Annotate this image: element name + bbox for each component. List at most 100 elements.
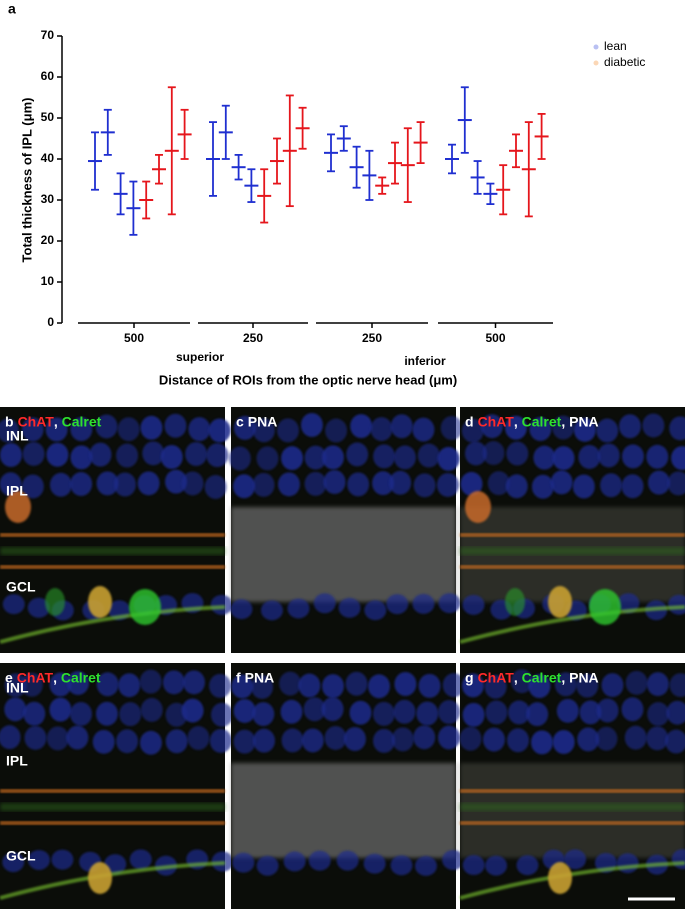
nucleus — [49, 472, 72, 497]
ipl-band — [460, 533, 685, 537]
nucleus — [117, 417, 140, 442]
panel-title: , — [514, 670, 522, 686]
ipl-band — [0, 565, 225, 569]
nucleus — [232, 852, 255, 873]
nucleus — [647, 470, 670, 495]
nucleus — [438, 725, 461, 750]
y-tick-label: 10 — [41, 274, 55, 288]
ipl-band — [0, 547, 225, 555]
nucleus — [350, 414, 373, 439]
cell — [88, 586, 112, 618]
nucleus — [181, 471, 204, 496]
nucleus — [233, 729, 256, 754]
nucleus — [552, 415, 575, 440]
x-axis-title: Distance of ROIs from the optic nerve he… — [159, 372, 457, 387]
nucleus — [137, 471, 160, 496]
nucleus — [95, 414, 118, 439]
panel-letter: d — [465, 414, 474, 430]
nucleus — [188, 417, 211, 442]
x-group-label: 500 — [124, 331, 144, 345]
nucleus — [279, 671, 302, 696]
panel-letter: b — [5, 414, 14, 430]
micrograph — [228, 407, 463, 653]
micrograph — [0, 407, 233, 653]
nucleus — [338, 597, 361, 618]
panel-title: , — [514, 414, 522, 430]
nucleus — [304, 471, 327, 496]
nucleus — [413, 473, 436, 498]
nucleus — [647, 702, 670, 727]
nucleus — [459, 726, 482, 751]
nucleus — [51, 849, 74, 870]
nucleus — [210, 594, 233, 615]
nucleus — [552, 446, 575, 471]
panel-letter: c — [236, 414, 244, 430]
nucleus — [228, 446, 251, 471]
nucleus — [0, 725, 21, 750]
cell — [548, 862, 572, 894]
layer-label: GCL — [6, 848, 36, 864]
cell — [88, 862, 112, 894]
y-tick-label: 70 — [41, 28, 55, 42]
nucleus — [129, 849, 152, 870]
nucleus — [283, 851, 306, 872]
nucleus — [646, 672, 669, 697]
nucleus — [4, 673, 27, 698]
layer-label: IPL — [6, 753, 28, 769]
nucleus — [577, 727, 600, 752]
nucleus — [440, 415, 463, 440]
nucleus — [308, 850, 331, 871]
nucleus — [300, 413, 323, 438]
nucleus — [417, 443, 440, 468]
nucleus — [256, 855, 279, 876]
nucleus — [393, 699, 416, 724]
nucleus — [281, 728, 304, 753]
cell — [5, 491, 31, 523]
ipl-band — [0, 821, 225, 825]
nucleus — [160, 444, 183, 469]
nucleus — [260, 600, 283, 621]
layer-label: IPL — [6, 483, 28, 499]
nucleus — [621, 697, 644, 722]
nucleus — [572, 474, 595, 499]
cell — [129, 589, 161, 625]
nucleus — [139, 730, 162, 755]
nucleus — [665, 729, 685, 754]
nucleus — [24, 725, 47, 750]
nucleus — [96, 471, 119, 496]
nucleus — [164, 413, 187, 438]
nucleus — [49, 672, 72, 697]
nucleus — [413, 725, 436, 750]
nucleus — [233, 474, 256, 499]
nucleus — [208, 418, 231, 443]
nucleus — [23, 701, 46, 726]
nucleus — [22, 441, 45, 466]
nucleus — [281, 446, 304, 471]
nucleus — [460, 471, 483, 496]
ipl-band — [460, 565, 685, 569]
nucleus — [596, 698, 619, 723]
nucleus — [0, 443, 22, 468]
nucleus — [418, 673, 441, 698]
panel-label: a — [8, 1, 16, 17]
micrograph — [0, 663, 234, 909]
nucleus — [646, 726, 669, 751]
panel-title: Calret — [522, 414, 562, 430]
panel-title: , — [53, 670, 61, 686]
nucleus — [391, 727, 414, 752]
nucleus — [621, 474, 644, 499]
nucleus — [516, 855, 539, 876]
nucleus — [209, 673, 232, 698]
ipl-band — [460, 821, 685, 825]
nucleus — [252, 702, 275, 727]
nucleus — [325, 418, 348, 443]
nucleus — [116, 729, 139, 754]
nucleus — [526, 702, 549, 727]
nucleus — [70, 417, 93, 442]
nucleus — [67, 670, 90, 695]
nucleus — [349, 700, 372, 725]
nucleus — [118, 673, 141, 698]
ipl-band — [0, 803, 225, 811]
nucleus — [393, 445, 416, 470]
nucleus — [556, 698, 579, 723]
